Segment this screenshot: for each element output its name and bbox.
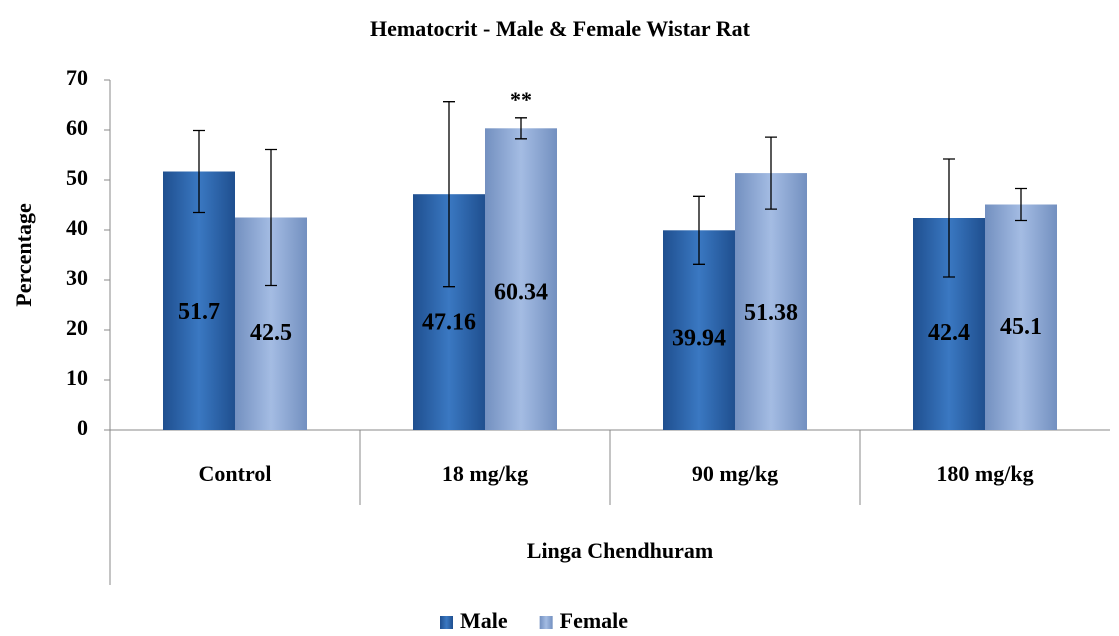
x-tick-label: 18 mg/kg	[442, 461, 528, 486]
error-bar	[943, 158, 955, 278]
y-tick-label: 40	[66, 215, 88, 240]
error-bar	[193, 129, 205, 214]
y-tick-label: 10	[66, 365, 88, 390]
data-label: 51.7	[178, 299, 220, 325]
data-label: 42.5	[250, 320, 292, 346]
chart-title: Hematocrit - Male & Female Wistar Rat	[370, 16, 751, 41]
bar	[985, 204, 1057, 430]
error-bar	[693, 195, 705, 265]
x-axis-title: Linga Chendhuram	[527, 538, 713, 563]
bar	[163, 171, 235, 430]
error-bar	[1015, 187, 1027, 222]
y-axis-title: Percentage	[11, 203, 36, 307]
y-tick-label: 0	[77, 415, 88, 440]
x-tick-label: 90 mg/kg	[692, 461, 778, 486]
error-bar	[265, 148, 277, 287]
data-label: 51.38	[744, 300, 798, 326]
error-bar	[765, 136, 777, 210]
annotation: **	[510, 87, 532, 112]
data-label: 45.1	[1000, 314, 1042, 340]
error-bar	[443, 101, 455, 288]
legend-label: Male	[460, 608, 508, 633]
data-label: 42.4	[928, 320, 970, 346]
data-label: 60.34	[494, 280, 548, 306]
legend-swatch	[440, 616, 453, 629]
bar	[485, 128, 557, 431]
data-label: 47.16	[422, 309, 476, 335]
y-tick-label: 30	[66, 265, 88, 290]
y-tick-label: 50	[66, 165, 88, 190]
legend-label: Female	[560, 608, 629, 633]
y-tick-label: 70	[66, 65, 88, 90]
y-tick-label: 60	[66, 115, 88, 140]
x-tick-label: Control	[199, 461, 272, 486]
data-label: 39.94	[672, 326, 726, 352]
y-tick-label: 20	[66, 315, 88, 340]
error-bar	[515, 117, 527, 140]
legend-swatch	[539, 616, 553, 629]
x-tick-label: 180 mg/kg	[936, 461, 1033, 486]
bar	[735, 173, 807, 430]
